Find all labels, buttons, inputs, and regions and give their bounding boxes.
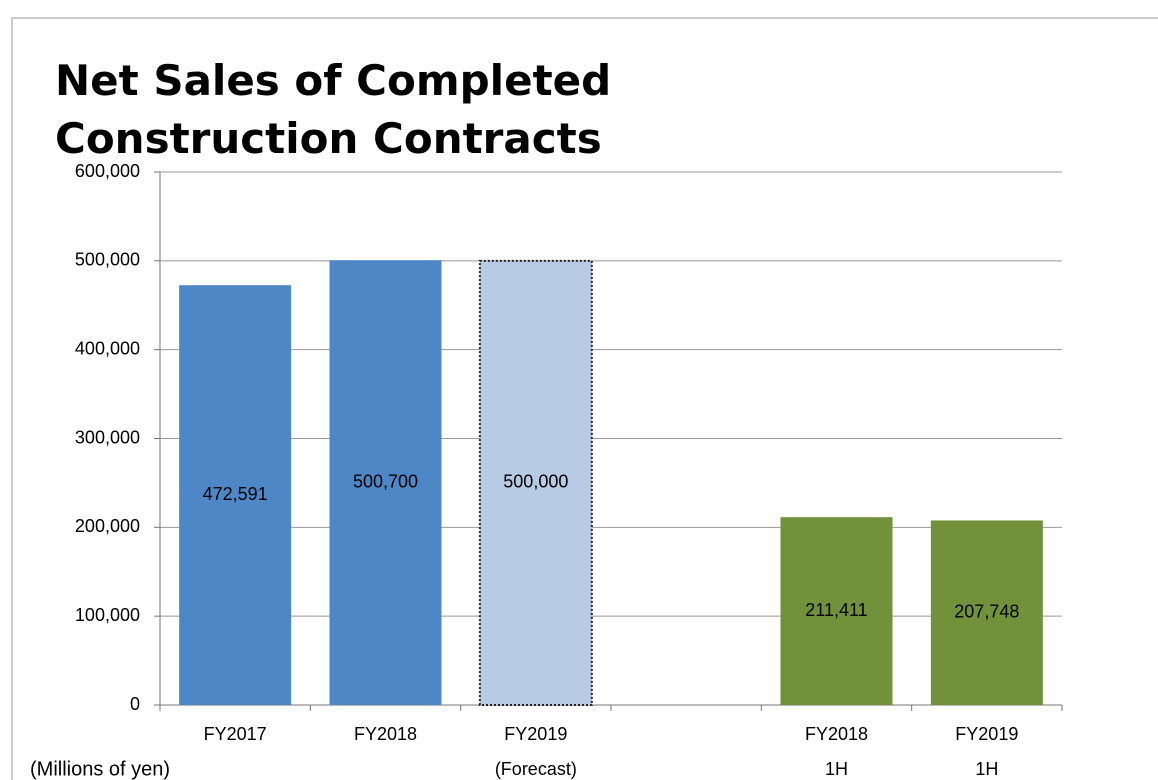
y-tick-label: 0: [130, 694, 140, 714]
bar: [329, 260, 442, 705]
x-tick-label: FY2017: [204, 724, 267, 744]
y-tick-label: 600,000: [75, 161, 140, 181]
x-tick-label: FY2018: [805, 724, 868, 744]
x-tick-label: FY2019: [955, 724, 1018, 744]
x-tick-sublabel: 1H: [825, 759, 848, 779]
bar: [930, 520, 1043, 705]
y-tick-label: 200,000: [75, 516, 140, 536]
value-label: 207,748: [954, 601, 1019, 621]
x-tick-sublabel: (Forecast): [495, 759, 577, 779]
y-tick-label: 400,000: [75, 338, 140, 358]
bar: [179, 285, 292, 705]
x-tick-sublabel: 1H: [975, 759, 998, 779]
bar: [780, 517, 893, 705]
value-label: 211,411: [805, 600, 867, 620]
chart-title: Net Sales of Completed Construction Cont…: [55, 56, 612, 163]
value-label: 472,591: [203, 484, 268, 504]
bar: [478, 259, 593, 706]
y-tick-label: 300,000: [75, 427, 140, 447]
x-tick-label: FY2018: [354, 724, 417, 744]
y-axis-label: (Millions of yen): [30, 758, 170, 780]
frame: [11, 17, 1158, 780]
y-tick-label: 500,000: [75, 250, 140, 270]
y-tick-label: 100,000: [75, 605, 140, 625]
x-tick-label: FY2019: [504, 724, 567, 744]
value-label: 500,000: [503, 472, 568, 492]
value-label: 500,700: [353, 471, 418, 491]
